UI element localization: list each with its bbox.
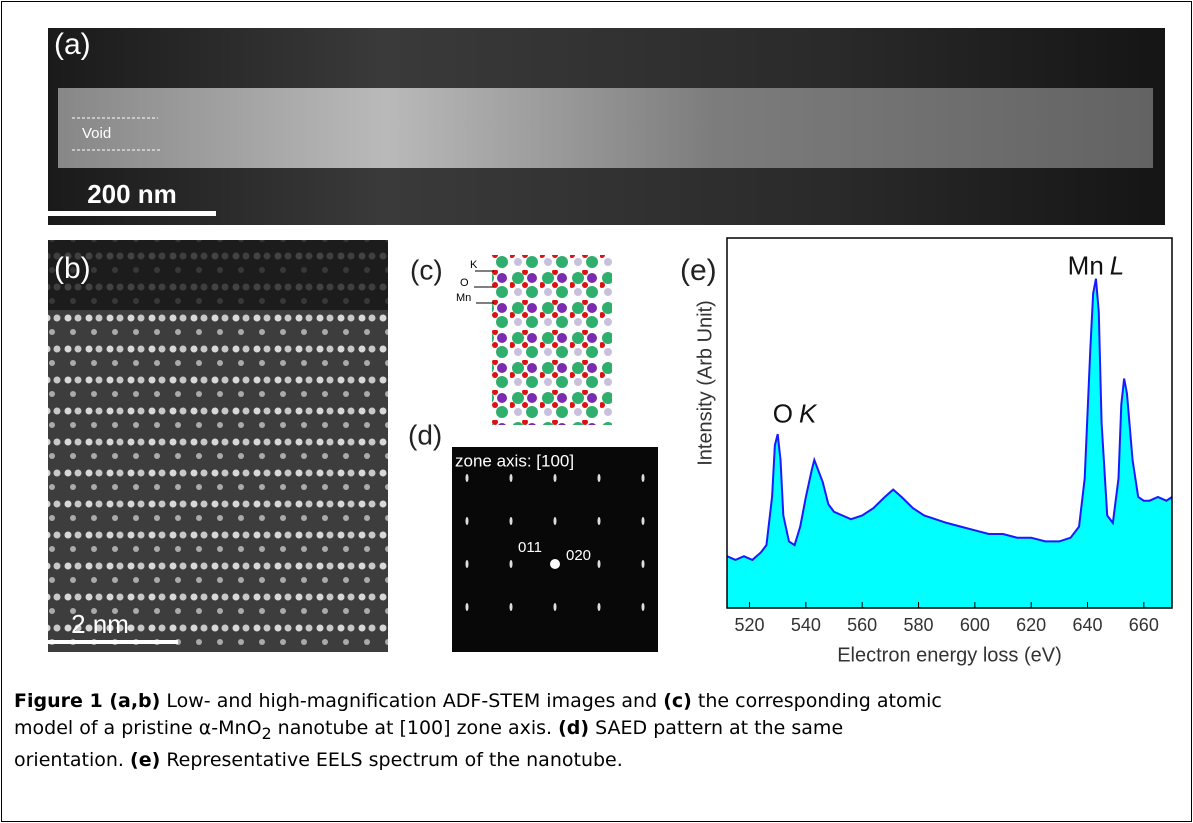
panel-label: (e) <box>680 254 717 287</box>
caption-text: SAED pattern at the same <box>589 717 843 739</box>
panel-label: (a) <box>54 28 91 61</box>
spot <box>466 560 469 568</box>
caption-text: Low- and high-magnification ADF-STEM ima… <box>160 690 663 712</box>
annotation-element: O <box>773 398 793 428</box>
atom-label: K <box>470 259 478 271</box>
caption-text: Representative EELS spectrum of the nano… <box>160 749 623 771</box>
spot <box>554 603 557 611</box>
spot <box>642 474 645 482</box>
spot <box>598 474 601 482</box>
x-tick-label: 620 <box>1016 615 1046 635</box>
y-axis-label: Intensity (Arb Unit) <box>694 300 716 466</box>
spot <box>554 517 557 525</box>
panel-label: (d) <box>408 419 442 450</box>
atom-label: O <box>460 277 469 289</box>
zone-label: zone axis: [100] <box>455 451 574 470</box>
x-tick-label: 600 <box>960 615 990 635</box>
annotation-element: Mn <box>1068 250 1104 280</box>
figure: Void (a) 200 nm (b) 2 nm (c) K O Mn (d) … <box>0 0 1193 683</box>
spectrum-area <box>727 279 1172 608</box>
spot-label: 020 <box>566 547 591 564</box>
spot <box>510 603 513 611</box>
caption-sub: 2 <box>262 724 272 743</box>
scale-label: 2 nm <box>71 609 129 639</box>
eels-chart: 520 540 560 580 600 620 640 660 Electron energy … <box>694 238 1172 666</box>
panel-b-shade <box>48 240 388 310</box>
x-tick-label: 540 <box>791 615 821 635</box>
caption-text: nanotube at [100] zone axis. <box>272 717 558 739</box>
spot <box>466 603 469 611</box>
spot <box>554 474 557 482</box>
spot <box>598 560 601 568</box>
spot <box>466 517 469 525</box>
spot <box>642 560 645 568</box>
spot <box>466 474 469 482</box>
x-tick-label: 660 <box>1129 615 1159 635</box>
caption-bold: (e) <box>130 749 160 771</box>
caption-text: model of a pristine α-MnO <box>14 717 262 739</box>
atomic-model <box>492 255 612 425</box>
scale-label: 200 nm <box>87 179 177 209</box>
x-tick-label: 520 <box>735 615 765 635</box>
atom-label: Mn <box>456 292 471 304</box>
caption-text: orientation. <box>14 749 130 771</box>
page: Void (a) 200 nm (b) 2 nm (c) K O Mn (d) … <box>0 0 1193 823</box>
x-tick-label: 640 <box>1072 615 1102 635</box>
center-spot <box>550 559 560 569</box>
void-label: Void <box>82 125 111 142</box>
x-tick-label: 560 <box>847 615 877 635</box>
scale-bar <box>48 640 178 644</box>
scale-bar <box>48 211 216 216</box>
spot <box>642 517 645 525</box>
caption-bold: (d) <box>558 717 589 739</box>
spot <box>510 517 513 525</box>
caption-bold: Figure 1 (a,b) <box>14 690 160 712</box>
caption: Figure 1 (a,b) Low- and high-magnificati… <box>14 688 942 774</box>
x-tick-label: 580 <box>903 615 933 635</box>
caption-text: the corresponding atomic <box>692 690 942 712</box>
x-axis-label: Electron energy loss (eV) <box>837 644 1062 666</box>
spot <box>598 603 601 611</box>
panel-label: (b) <box>54 252 91 285</box>
spot <box>598 517 601 525</box>
caption-bold: (c) <box>663 690 692 712</box>
spot-label: 011 <box>518 539 542 556</box>
nanotube <box>58 88 1153 168</box>
spot <box>510 560 513 568</box>
annotation-edge: K <box>799 398 818 428</box>
panel-label: (c) <box>410 254 443 285</box>
spot <box>642 603 645 611</box>
spot <box>510 474 513 482</box>
annotation-edge: L <box>1110 250 1124 280</box>
